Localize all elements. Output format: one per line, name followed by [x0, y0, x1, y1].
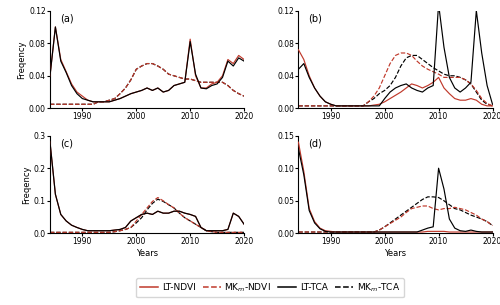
Text: (b): (b) — [308, 14, 322, 23]
Y-axis label: Freqency: Freqency — [22, 165, 31, 204]
Legend: LT-NDVI, MK$_m$-NDVI, LT-TCA, MK$_m$-TCA: LT-NDVI, MK$_m$-NDVI, LT-TCA, MK$_m$-TCA — [136, 278, 404, 297]
X-axis label: Years: Years — [136, 249, 158, 258]
Y-axis label: Freqency: Freqency — [17, 40, 26, 79]
X-axis label: Years: Years — [384, 249, 406, 258]
Text: (d): (d) — [308, 138, 322, 149]
Text: (c): (c) — [60, 138, 72, 149]
Text: (a): (a) — [60, 14, 74, 23]
